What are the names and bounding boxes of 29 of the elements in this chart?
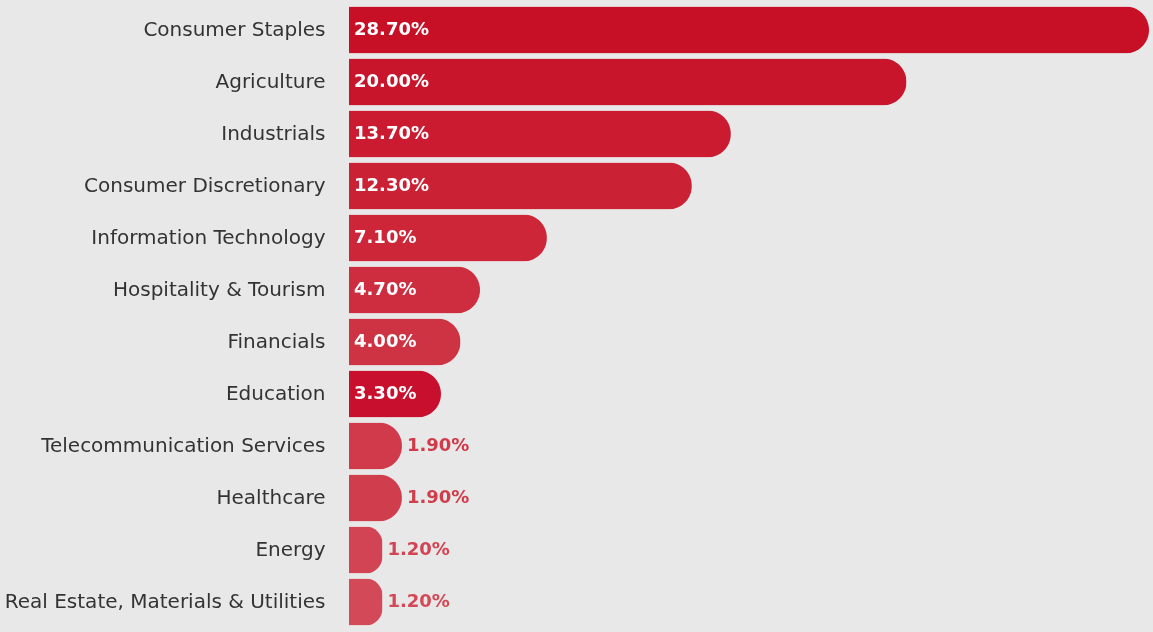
- y-tick-label: Healthcare: [216, 485, 326, 509]
- data-label: 20.00%: [354, 70, 429, 91]
- y-tick-label: Consumer Staples: [143, 17, 326, 41]
- data-label: 1.20%: [387, 590, 450, 611]
- y-tick-label: Information Technology: [91, 225, 326, 249]
- bar: [349, 162, 692, 210]
- y-tick-label: Industrials: [221, 121, 326, 145]
- data-label: 4.00%: [354, 330, 417, 351]
- data-label: 7.10%: [354, 226, 417, 247]
- bar: [349, 58, 907, 106]
- y-tick-label: Agriculture: [215, 69, 326, 93]
- bar: [349, 6, 1149, 54]
- bar: [349, 214, 547, 262]
- y-tick-label: Real Estate, Materials & Utilities: [4, 589, 326, 613]
- data-label: 12.30%: [354, 174, 429, 195]
- y-tick-label: Consumer Discretionary: [84, 173, 326, 197]
- data-label: 13.70%: [354, 122, 429, 143]
- data-label: 3.30%: [354, 382, 417, 403]
- bar: [349, 110, 731, 158]
- y-tick-label: Hospitality & Tourism: [112, 277, 326, 301]
- data-label: 1.90%: [406, 434, 470, 455]
- data-label: 28.70%: [354, 18, 429, 39]
- data-label: 1.90%: [406, 486, 470, 507]
- data-label: 1.20%: [387, 538, 450, 559]
- y-tick-label: Education: [225, 381, 326, 405]
- y-tick-label: Financials: [227, 329, 326, 353]
- data-label: 4.70%: [354, 278, 417, 299]
- y-tick-label: Energy: [255, 537, 326, 561]
- y-tick-label: Telecommunication Services: [40, 433, 326, 457]
